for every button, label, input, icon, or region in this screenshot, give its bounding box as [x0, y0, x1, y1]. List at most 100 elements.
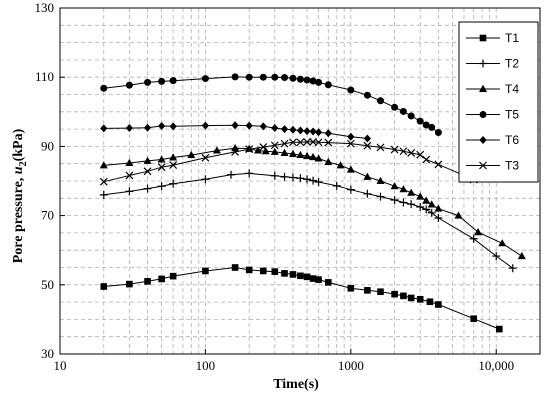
data-point-t1 — [364, 287, 371, 294]
data-point-t2 — [296, 174, 305, 183]
data-point-t2 — [346, 185, 355, 194]
data-point-t5 — [144, 78, 152, 86]
data-point-t1 — [426, 298, 434, 306]
data-point-t5 — [422, 121, 430, 129]
data-point-t6 — [169, 122, 177, 131]
data-point-t4 — [434, 204, 443, 212]
data-point-t2 — [227, 170, 236, 179]
data-point-t3 — [303, 137, 311, 146]
data-point-t4 — [390, 181, 399, 190]
data-point-t1 — [126, 280, 133, 288]
y-tick-label: 110 — [35, 69, 54, 84]
data-point-t4 — [303, 151, 312, 160]
data-point-t4 — [296, 150, 305, 159]
y-axis-title: Pore pressure, u2(kPa) — [11, 128, 29, 263]
data-point-t4 — [336, 161, 345, 169]
data-series — [99, 73, 526, 333]
data-point-t5 — [296, 75, 304, 83]
legend-label-t4: T4 — [505, 82, 519, 96]
data-point-t2 — [399, 198, 408, 207]
data-point-t1 — [271, 268, 279, 275]
data-point-t4 — [454, 211, 463, 219]
data-point-t3 — [99, 177, 108, 186]
data-point-t6 — [309, 127, 317, 136]
data-point-t1 — [245, 266, 253, 274]
data-point-t1 — [100, 283, 108, 290]
data-point-t1 — [315, 276, 322, 283]
data-point-t3 — [289, 138, 297, 147]
x-tick-label: 100 — [196, 358, 216, 373]
data-point-t4 — [416, 192, 425, 200]
data-point-t3 — [324, 138, 333, 147]
data-point-t2 — [201, 175, 210, 184]
data-point-t2 — [169, 179, 178, 188]
data-point-t2 — [303, 175, 312, 184]
legend-label-t2: T2 — [505, 57, 519, 71]
data-point-t6 — [324, 129, 332, 138]
data-point-t2 — [390, 196, 399, 205]
data-point-t2 — [434, 214, 443, 223]
data-point-t1 — [309, 275, 317, 282]
data-point-t3 — [346, 139, 355, 148]
data-point-t5 — [416, 117, 424, 125]
data-point-t3 — [169, 161, 178, 170]
data-point-t3 — [296, 138, 305, 147]
y-tick-label: 130 — [35, 0, 55, 15]
data-point-t1 — [407, 294, 415, 302]
data-point-t3 — [407, 149, 416, 157]
data-point-t1 — [496, 325, 503, 333]
data-point-t2 — [508, 264, 517, 273]
data-point-t6 — [143, 123, 152, 132]
data-point-t6 — [314, 128, 323, 137]
data-point-t3 — [434, 160, 443, 169]
data-point-t4 — [376, 176, 385, 184]
data-point-t1 — [169, 272, 177, 280]
data-point-t1 — [391, 290, 398, 298]
data-point-t2 — [125, 187, 134, 196]
data-point-t4 — [212, 146, 221, 154]
data-point-t4 — [261, 147, 270, 155]
data-point-t1 — [144, 278, 151, 285]
data-point-t3 — [314, 138, 323, 147]
data-point-t4 — [187, 150, 196, 159]
data-point-t5 — [245, 73, 253, 81]
series-t6 — [100, 121, 371, 143]
x-tick-label: 10 — [54, 358, 67, 373]
data-point-t5 — [324, 81, 332, 89]
data-point-t1 — [470, 315, 478, 323]
data-point-t2 — [157, 182, 166, 191]
axes — [59, 7, 541, 355]
data-point-t6 — [245, 121, 253, 130]
data-point-t4 — [99, 161, 108, 169]
series-t4 — [99, 143, 526, 260]
y-tick-label: 70 — [41, 208, 54, 223]
data-point-t3 — [157, 163, 166, 172]
data-point-t6 — [259, 122, 267, 131]
data-point-t4 — [309, 152, 318, 161]
data-point-t2 — [280, 172, 289, 181]
data-point-t1 — [435, 301, 442, 308]
legend: T1 T2 T4 T5 T6 T3 — [458, 21, 539, 183]
data-point-t1 — [297, 272, 304, 280]
data-point-t2 — [309, 176, 318, 185]
legend-marker-t5 — [479, 111, 487, 118]
data-point-t4 — [254, 146, 263, 154]
data-point-t1 — [324, 279, 332, 286]
y-tick-label: 50 — [41, 277, 54, 292]
data-point-t5 — [100, 84, 108, 92]
data-point-t1 — [158, 275, 165, 283]
data-point-t5 — [303, 76, 311, 84]
data-point-t6 — [125, 124, 133, 133]
data-point-t1 — [400, 292, 407, 300]
data-point-t4 — [143, 156, 152, 164]
data-point-t6 — [303, 127, 311, 136]
tick-labels: 30 50 70 90 110 130 10 100 1000 10,000 — [35, 0, 515, 373]
data-point-t4 — [314, 154, 323, 162]
data-point-t3 — [143, 167, 152, 176]
data-point-t6 — [363, 134, 371, 143]
data-point-t4 — [427, 200, 436, 208]
x-axis-title: Time(s) — [273, 377, 319, 392]
legend-marker-t3 — [479, 161, 487, 170]
data-point-t3 — [201, 153, 210, 162]
x-tick-label: 1000 — [338, 358, 364, 373]
